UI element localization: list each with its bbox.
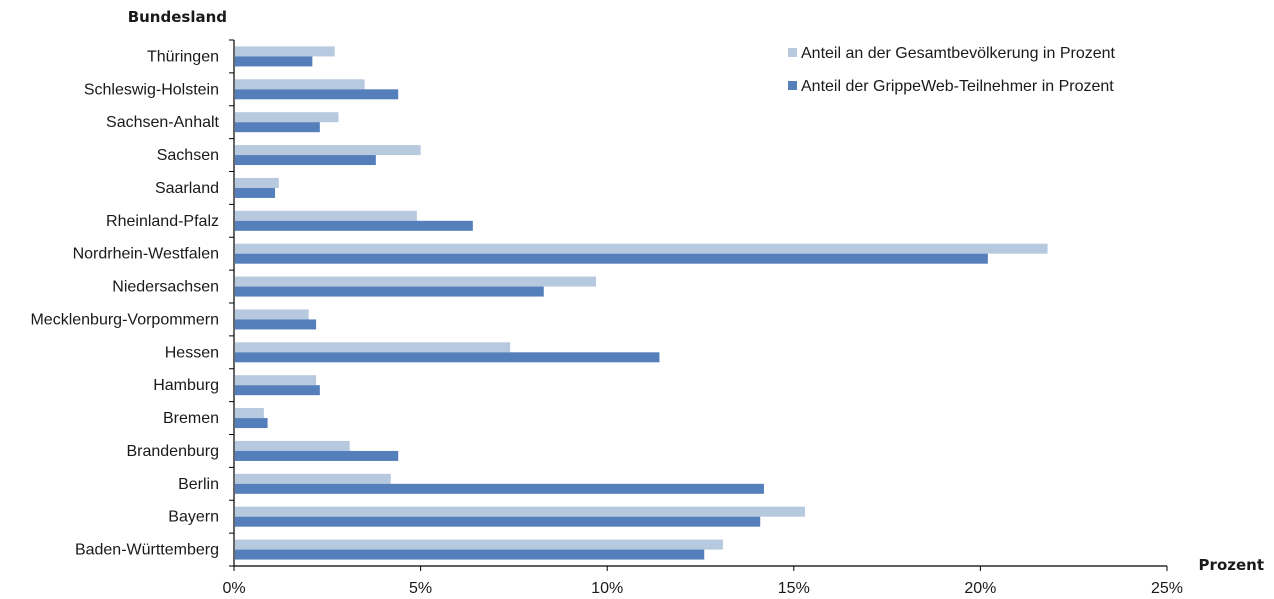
category-label: Schleswig-Holstein (84, 81, 219, 98)
category-label: Baden-Württemberg (75, 542, 219, 559)
bar-bevoelkerung (235, 473, 391, 484)
bar-grippeweb (235, 187, 276, 198)
x-tick-label: 25% (1151, 580, 1183, 597)
bar-bevoelkerung (235, 210, 417, 221)
bar-grippeweb (235, 418, 268, 429)
legend-label: Anteil an der Gesamtbevölkerung in Proze… (801, 45, 1116, 62)
category-label: Sachsen-Anhalt (106, 114, 220, 131)
bar-bevoelkerung (235, 276, 597, 287)
bar-bevoelkerung (235, 46, 335, 57)
category-label: Brandenburg (126, 443, 219, 460)
bar-grippeweb (235, 352, 660, 363)
bar-grippeweb (235, 385, 320, 396)
bar-grippeweb (235, 549, 705, 560)
x-tick-label: 0% (222, 580, 245, 597)
bar-bevoelkerung (235, 177, 279, 188)
x-tick-labels: 0% 5% 10% 15% 20% 25% (222, 580, 1183, 597)
bar-bevoelkerung (235, 112, 339, 123)
category-label: Bayern (168, 509, 219, 526)
bar-bevoelkerung (235, 375, 317, 386)
category-label: Thüringen (147, 48, 219, 65)
bar-grippeweb (235, 319, 317, 330)
category-labels: Thüringen Schleswig-Holstein Sachsen-Anhal… (30, 48, 219, 558)
bar-bevoelkerung (235, 79, 365, 90)
category-label: Sachsen (157, 147, 219, 164)
x-axis-title: Prozent (1199, 556, 1264, 574)
bar-grippeweb (235, 516, 761, 527)
category-label: Bremen (163, 410, 219, 427)
bar-grippeweb (235, 286, 544, 297)
bar-bevoelkerung (235, 309, 309, 320)
bar-grippeweb (235, 450, 399, 461)
legend-swatch (788, 81, 797, 90)
bar-bevoelkerung (235, 506, 805, 517)
bar-grippeweb (235, 483, 764, 494)
bars-group (235, 46, 1048, 560)
bar-bevoelkerung (235, 440, 350, 451)
category-label: Hessen (165, 344, 219, 361)
bar-grippeweb (235, 122, 320, 133)
legend-label: Anteil der GrippeWeb-Teilnehmer in Proze… (801, 78, 1114, 95)
bar-bevoelkerung (235, 342, 511, 353)
bar-bevoelkerung (235, 408, 264, 419)
category-label: Nordrhein-Westfalen (73, 246, 219, 263)
axes (229, 39, 1168, 571)
bar-bevoelkerung (235, 243, 1048, 254)
bar-grippeweb (235, 56, 313, 67)
bar-bevoelkerung (235, 145, 421, 156)
legend-swatch (788, 48, 797, 57)
category-label: Mecklenburg-Vorpommern (30, 311, 219, 328)
legend: Anteil an der Gesamtbevölkerung in Proze… (788, 45, 1116, 95)
bar-grippeweb (235, 253, 988, 264)
bar-grippeweb (235, 155, 376, 166)
x-tick-label: 20% (964, 580, 996, 597)
category-label: Saarland (155, 180, 219, 197)
category-label: Berlin (178, 476, 219, 493)
y-axis-title: Bundesland (128, 8, 227, 26)
x-tick-label: 15% (778, 580, 810, 597)
x-tick-label: 5% (409, 580, 432, 597)
category-label: Niedersachsen (112, 279, 219, 296)
bar-grippeweb (235, 89, 399, 100)
category-label: Hamburg (153, 377, 219, 394)
category-label: Rheinland-Pfalz (106, 213, 219, 230)
x-tick-label: 10% (591, 580, 623, 597)
bar-bevoelkerung (235, 539, 723, 550)
bar-grippeweb (235, 220, 473, 231)
